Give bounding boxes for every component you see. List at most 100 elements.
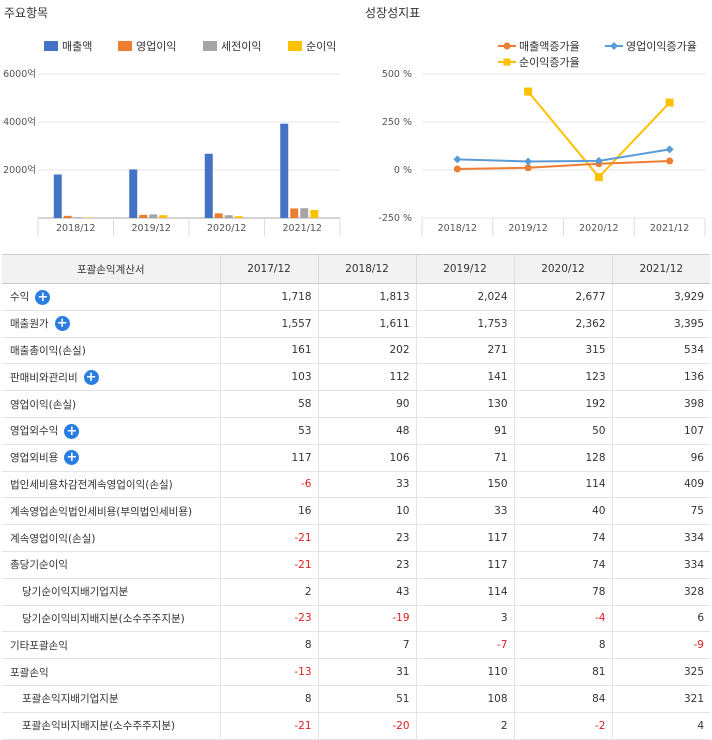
y-tick-label: 500 %	[382, 69, 412, 80]
y-tick-label: 0 %	[394, 165, 412, 176]
value-cell: 1,611	[317, 310, 416, 338]
value-cell: 58	[219, 390, 318, 418]
value-cell: 110	[415, 658, 514, 686]
value-cell: 71	[415, 444, 514, 472]
value-cell: 112	[317, 363, 416, 392]
chart-title-growth-indicators: 성장성지표	[365, 6, 421, 20]
value-cell: 328	[611, 578, 710, 606]
legend-label: 영업이익증가율	[626, 40, 697, 53]
legend-item[interactable]: 매출액증가율	[498, 38, 580, 54]
value-cell: 84	[513, 685, 612, 713]
table-row: 포괄손익 -13 31 110 81 325	[2, 658, 710, 686]
value-cell: 8	[219, 685, 318, 713]
row-label-cell: 포괄손익	[2, 658, 220, 686]
value-cell: 2	[219, 578, 318, 606]
value-cell: 40	[513, 497, 612, 526]
value-cell: 2,677	[513, 283, 612, 311]
value-cell: 23	[317, 524, 416, 552]
expand-plus-icon[interactable]: +	[64, 423, 80, 439]
bar-순이익	[159, 215, 168, 218]
legend-swatch	[203, 41, 217, 51]
expand-plus-icon[interactable]: +	[83, 370, 99, 386]
value-cell: 33	[317, 471, 416, 499]
row-label: 매출원가	[10, 317, 49, 330]
value-cell: 53	[219, 417, 318, 445]
chart-title-main-items: 주요항목	[4, 6, 49, 20]
row-label-cell: 계속영업이익(손실)	[2, 524, 220, 552]
row-label: 계속영업손익법인세비용(부의법인세비용)	[10, 505, 193, 518]
value-cell: 334	[611, 551, 710, 579]
legend-item[interactable]: 순이익	[288, 38, 336, 54]
row-label: 계속영업이익(손실)	[10, 532, 96, 545]
value-cell: 50	[513, 417, 612, 445]
point-순이익증가율	[665, 98, 674, 107]
value-cell: -6	[219, 471, 318, 499]
legend-swatch	[118, 41, 132, 51]
expand-plus-icon[interactable]: +	[35, 289, 51, 305]
bar-세전이익	[224, 215, 233, 218]
table-row: 계속영업이익(손실) -21 23 117 74 334	[2, 524, 710, 552]
x-tick-label: 2020/12	[207, 223, 246, 234]
value-cell: 136	[611, 363, 710, 392]
value-cell: 2,024	[415, 283, 514, 311]
row-label: 영업외비용	[10, 451, 59, 464]
main-items-bar-chart: 6000억 4000억 2000억 2018/12 2019/12 2020/12 2021…	[3, 68, 341, 236]
table-row: 영업외비용 +117 106 71 128 96	[2, 444, 710, 472]
bar-영업이익	[214, 213, 223, 218]
row-label: 수익	[10, 291, 30, 304]
row-label-cell: 당기순이익비지배지분(소수주주지분)	[2, 605, 220, 633]
value-cell: 8	[219, 631, 318, 660]
value-cell: 106	[317, 444, 416, 472]
value-cell: 91	[415, 417, 514, 445]
value-cell: 81	[513, 658, 612, 686]
income-statement-table: 포괄손익계산서 2017/12 2018/12 2019/12 2020/12 …	[2, 254, 710, 740]
table-header-row: 포괄손익계산서 2017/12 2018/12 2019/12 2020/12 …	[2, 254, 710, 284]
legend-label: 매출액증가율	[519, 40, 580, 53]
value-cell: 192	[513, 390, 612, 418]
legend-item[interactable]: 순이익증가율	[498, 54, 580, 70]
value-cell: 10	[317, 497, 416, 526]
y-tick-label: 4000억	[3, 116, 36, 128]
point-순이익증가율	[594, 173, 603, 182]
legend-item[interactable]: 영업이익	[118, 38, 176, 54]
table-row: 판매비와관리비 +103 112 141 123 136	[2, 363, 710, 392]
y-tick-label: 250 %	[382, 117, 412, 128]
row-label: 포괄손익비지배지분(소수주주지분)	[22, 720, 176, 733]
expand-plus-icon[interactable]: +	[54, 316, 70, 332]
y-tick-label: 6000억	[3, 68, 36, 80]
value-cell: 117	[415, 524, 514, 552]
point-매출액증가율	[453, 165, 461, 173]
column-header: 포괄손익계산서	[2, 254, 220, 284]
bar-매출액	[280, 123, 289, 218]
legend-item[interactable]: 영업이익증가율	[605, 38, 697, 54]
value-cell: 74	[513, 524, 612, 552]
bar-매출액	[129, 169, 138, 218]
point-영업이익증가율	[665, 145, 674, 154]
value-cell: -21	[219, 712, 318, 740]
column-header: 2021/12	[611, 254, 710, 284]
value-cell: 74	[513, 551, 612, 579]
bar-매출액	[53, 174, 62, 218]
column-header: 2017/12	[219, 254, 318, 284]
row-label: 영업이익(손실)	[10, 398, 77, 411]
value-cell: -21	[219, 524, 318, 552]
column-header: 2019/12	[415, 254, 514, 284]
row-label: 총당기순이익	[10, 559, 68, 572]
legend-item[interactable]: 매출액	[44, 38, 92, 54]
value-cell: -21	[219, 551, 318, 579]
expand-plus-icon[interactable]: +	[64, 450, 80, 466]
table-row: 매출원가 +1,557 1,611 1,753 2,362 3,395	[2, 310, 710, 338]
value-cell: -2	[513, 712, 612, 740]
value-cell: 48	[317, 417, 416, 445]
value-cell: 108	[415, 685, 514, 713]
legend-label: 매출액	[62, 40, 93, 53]
legend-swatch	[288, 41, 302, 51]
x-tick-label: 2018/12	[56, 223, 95, 234]
row-label-cell: 법인세비용차감전계속영업이익(손실)	[2, 471, 220, 499]
table-row: 계속영업손익법인세비용(부의법인세비용) 16 10 33 40 75	[2, 497, 710, 526]
value-cell: 202	[317, 337, 416, 365]
legend-item[interactable]: 세전이익	[203, 38, 261, 54]
table-row: 영업이익(손실) 58 90 130 192 398	[2, 390, 710, 418]
value-cell: 90	[317, 390, 416, 418]
point-매출액증가율	[666, 157, 674, 165]
